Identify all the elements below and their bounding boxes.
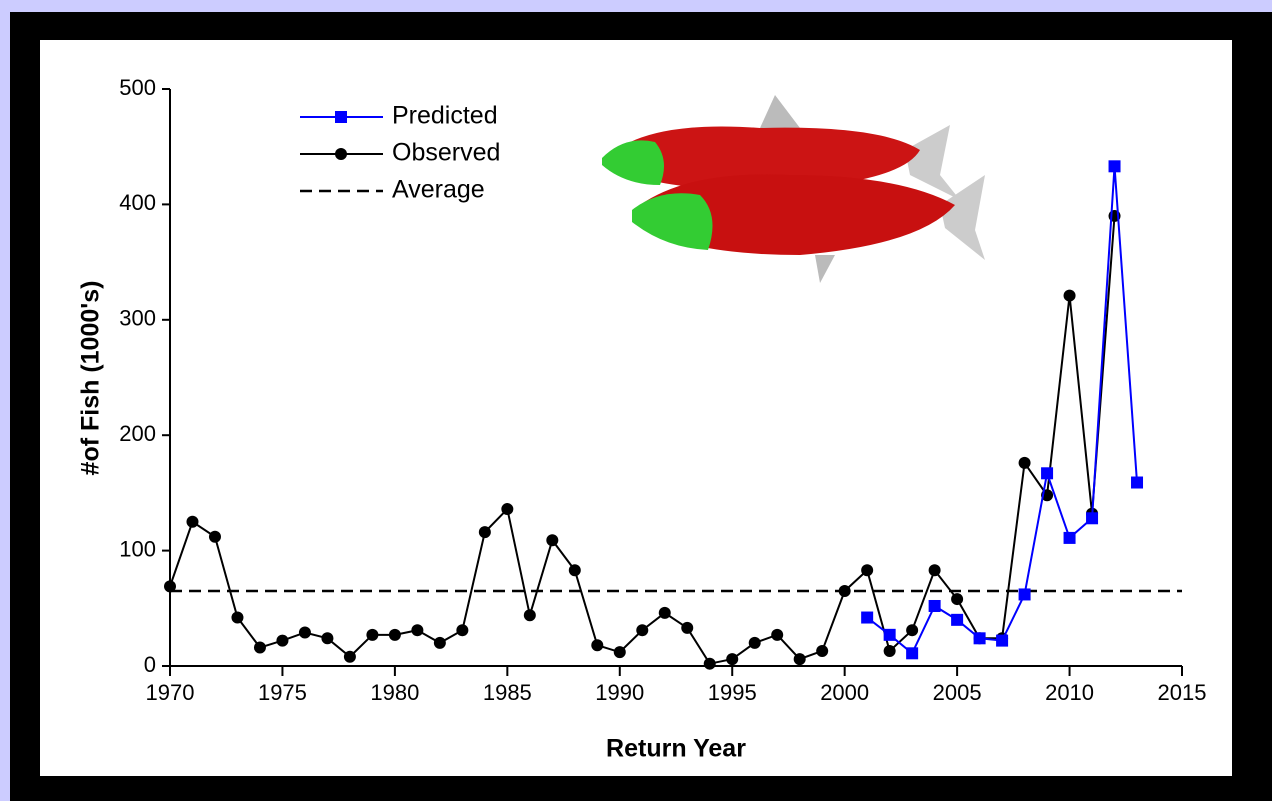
legend-label: Average xyxy=(392,176,485,204)
x-axis-title: Return Year xyxy=(606,735,746,763)
y-tick-label: 100 xyxy=(119,536,156,561)
data-point xyxy=(411,624,424,637)
data-point xyxy=(501,503,514,516)
y-tick-label: 300 xyxy=(119,306,156,331)
data-point xyxy=(951,593,964,606)
data-point xyxy=(208,530,221,543)
data-point xyxy=(636,624,649,637)
data-point xyxy=(793,653,806,666)
data-point xyxy=(343,650,356,663)
x-tick-label: 1975 xyxy=(258,680,307,705)
data-point xyxy=(748,636,761,649)
legend-marker xyxy=(335,111,347,123)
y-tick-label: 0 xyxy=(144,652,156,677)
data-point xyxy=(658,606,671,619)
data-point xyxy=(1063,531,1076,544)
data-point xyxy=(523,609,536,622)
x-tick-label: 1995 xyxy=(708,680,757,705)
data-point xyxy=(231,611,244,624)
data-point xyxy=(321,632,334,645)
y-tick-label: 200 xyxy=(119,421,156,446)
data-point xyxy=(861,611,874,624)
x-tick-label: 1980 xyxy=(370,680,419,705)
data-point xyxy=(1063,289,1076,302)
data-point xyxy=(276,634,289,647)
data-point xyxy=(883,644,896,657)
data-point xyxy=(1041,467,1054,480)
y-tick-label: 500 xyxy=(119,75,156,100)
data-point xyxy=(1086,512,1099,525)
data-point xyxy=(838,584,851,597)
x-tick-label: 1985 xyxy=(483,680,532,705)
data-point xyxy=(973,632,986,645)
data-point xyxy=(996,634,1009,647)
data-point xyxy=(906,624,919,637)
x-tick-label: 1990 xyxy=(595,680,644,705)
x-tick-label: 2015 xyxy=(1158,680,1207,705)
data-point xyxy=(186,515,199,528)
data-point xyxy=(253,641,266,654)
legend-marker xyxy=(335,148,347,160)
legend-label: Observed xyxy=(392,139,500,167)
data-point xyxy=(771,628,784,641)
data-point xyxy=(1131,476,1144,489)
data-point xyxy=(703,657,716,670)
x-tick-label: 1970 xyxy=(146,680,195,705)
data-point xyxy=(546,534,559,547)
data-point xyxy=(951,613,964,626)
x-tick-label: 2005 xyxy=(933,680,982,705)
x-tick-label: 2010 xyxy=(1045,680,1094,705)
data-point xyxy=(388,628,401,641)
data-point xyxy=(928,599,941,612)
data-point xyxy=(591,639,604,652)
data-point xyxy=(456,624,469,637)
data-point xyxy=(613,646,626,659)
legend-label: Predicted xyxy=(392,102,498,130)
y-tick-label: 400 xyxy=(119,190,156,215)
data-point xyxy=(681,621,694,634)
x-tick-label: 2000 xyxy=(820,680,869,705)
fish-illustration xyxy=(602,95,985,283)
data-point xyxy=(433,636,446,649)
data-point xyxy=(1108,160,1121,173)
data-point xyxy=(883,628,896,641)
data-point xyxy=(298,626,311,639)
data-point xyxy=(1018,588,1031,601)
data-point xyxy=(478,526,491,539)
data-point xyxy=(726,653,739,666)
y-axis-title: #of Fish (1000's) xyxy=(77,281,105,476)
data-point xyxy=(816,644,829,657)
data-point xyxy=(568,564,581,577)
data-point xyxy=(906,647,919,660)
data-point xyxy=(366,628,379,641)
data-point xyxy=(928,564,941,577)
data-point xyxy=(861,564,874,577)
data-point xyxy=(164,580,176,593)
data-point xyxy=(1018,456,1031,469)
